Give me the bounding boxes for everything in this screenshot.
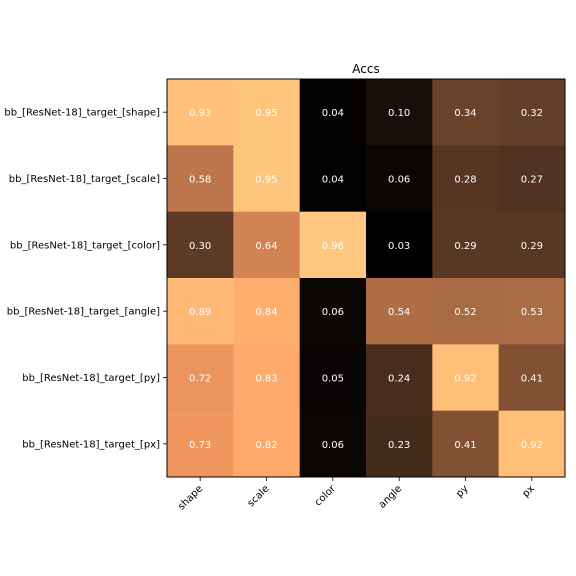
cell-value-label: 0.82 <box>255 440 277 451</box>
cell-value-label: 0.64 <box>255 241 277 252</box>
cell-value-label: 0.41 <box>454 440 476 451</box>
cell-value-label: 0.05 <box>322 374 344 385</box>
y-tick-label: bb_[ResNet-18]_target_[shape] <box>4 108 160 119</box>
heatmap-cell <box>366 145 433 213</box>
heatmap-cell <box>432 145 500 213</box>
cell-value-label: 0.30 <box>189 241 211 252</box>
y-tick-label: bb_[ResNet-18]_target_[px] <box>22 439 160 450</box>
heatmap-cell <box>299 344 367 412</box>
chart-title: Accs <box>352 62 379 76</box>
heatmap-cell <box>432 344 500 412</box>
cell-value-label: 0.04 <box>322 175 344 186</box>
cell-value-label: 0.92 <box>521 440 543 451</box>
cell-value-labels: 0.93 0.95 0.04 0.10 0.34 0.32 0.58 0.95 0.04 0.06… <box>189 108 543 451</box>
y-tick-label: bb_[ResNet-18]_target_[angle] <box>7 307 160 318</box>
heatmap-cell <box>366 278 433 345</box>
y-tick-label: bb_[ResNet-18]_target_[color] <box>10 240 160 251</box>
cell-value-label: 0.10 <box>388 108 410 119</box>
cell-value-label: 0.34 <box>454 108 476 119</box>
cell-value-label: 0.93 <box>189 108 211 119</box>
heatmap-cells <box>167 79 566 478</box>
cell-value-label: 0.83 <box>255 374 277 385</box>
cell-value-label: 0.06 <box>388 175 410 186</box>
heatmap-cell <box>498 278 566 345</box>
heatmap-cell <box>299 278 367 345</box>
cell-value-label: 0.03 <box>388 241 410 252</box>
heatmap-cell <box>498 211 566 279</box>
heatmap-cell <box>498 145 566 213</box>
heatmap-cell <box>366 410 433 478</box>
heatmap-cell <box>498 410 566 478</box>
cell-value-label: 0.04 <box>322 108 344 119</box>
cell-value-label: 0.84 <box>255 307 277 318</box>
cell-value-label: 0.06 <box>322 307 344 318</box>
heatmap-cell <box>432 410 500 478</box>
cell-value-label: 0.52 <box>454 307 476 318</box>
heatmap-cell <box>233 410 301 478</box>
heatmap-cell <box>233 79 301 146</box>
cell-value-label: 0.29 <box>521 241 543 252</box>
cell-value-label: 0.27 <box>521 175 543 186</box>
heatmap-cell <box>167 410 234 478</box>
cell-value-label: 0.24 <box>388 374 410 385</box>
heatmap-cell <box>299 145 367 213</box>
heatmap-cell <box>432 211 500 279</box>
heatmap-cell <box>498 79 566 146</box>
cell-value-label: 0.95 <box>255 175 277 186</box>
cell-value-label: 0.73 <box>189 440 211 451</box>
cell-value-label: 0.92 <box>454 374 476 385</box>
heatmap-cell <box>432 79 500 146</box>
heatmap-cell <box>233 278 301 345</box>
heatmap-cell <box>167 344 234 412</box>
heatmap-cell <box>299 410 367 478</box>
heatmap-cell <box>366 344 433 412</box>
heatmap-cell <box>167 145 234 213</box>
y-tick-label: bb_[ResNet-18]_target_[py] <box>22 373 160 384</box>
heatmap-cell <box>432 278 500 345</box>
cell-value-label: 0.58 <box>189 175 211 186</box>
heatmap-cell <box>233 211 301 279</box>
heatmap-cell <box>299 211 367 279</box>
heatmap-cell <box>366 211 433 279</box>
cell-value-label: 0.96 <box>322 241 344 252</box>
y-tick-label: bb_[ResNet-18]_target_[scale] <box>9 174 160 185</box>
heatmap-cell <box>233 344 301 412</box>
heatmap-cell <box>167 211 234 279</box>
cell-value-label: 0.72 <box>189 374 211 385</box>
cell-value-label: 0.32 <box>521 108 543 119</box>
heatmap-cell <box>366 79 433 146</box>
y-axis: bb_[ResNet-18]_target_[shape] bb_[ResNet-… <box>4 108 167 450</box>
heatmap-cell <box>167 79 234 146</box>
plot-frame <box>166 78 566 478</box>
cell-value-label: 0.23 <box>388 440 410 451</box>
cell-value-label: 0.41 <box>521 374 543 385</box>
heatmap-cell <box>498 344 566 412</box>
cell-value-label: 0.28 <box>454 175 476 186</box>
cell-value-label: 0.53 <box>521 307 543 318</box>
cell-value-label: 0.54 <box>388 307 410 318</box>
cell-value-label: 0.29 <box>454 241 476 252</box>
cell-value-label: 0.89 <box>189 307 211 318</box>
heatmap-cell <box>299 79 367 146</box>
heatmap-cell <box>233 145 301 213</box>
heatmap-cell <box>167 278 234 345</box>
cell-value-label: 0.95 <box>255 108 277 119</box>
cell-value-label: 0.06 <box>322 440 344 451</box>
